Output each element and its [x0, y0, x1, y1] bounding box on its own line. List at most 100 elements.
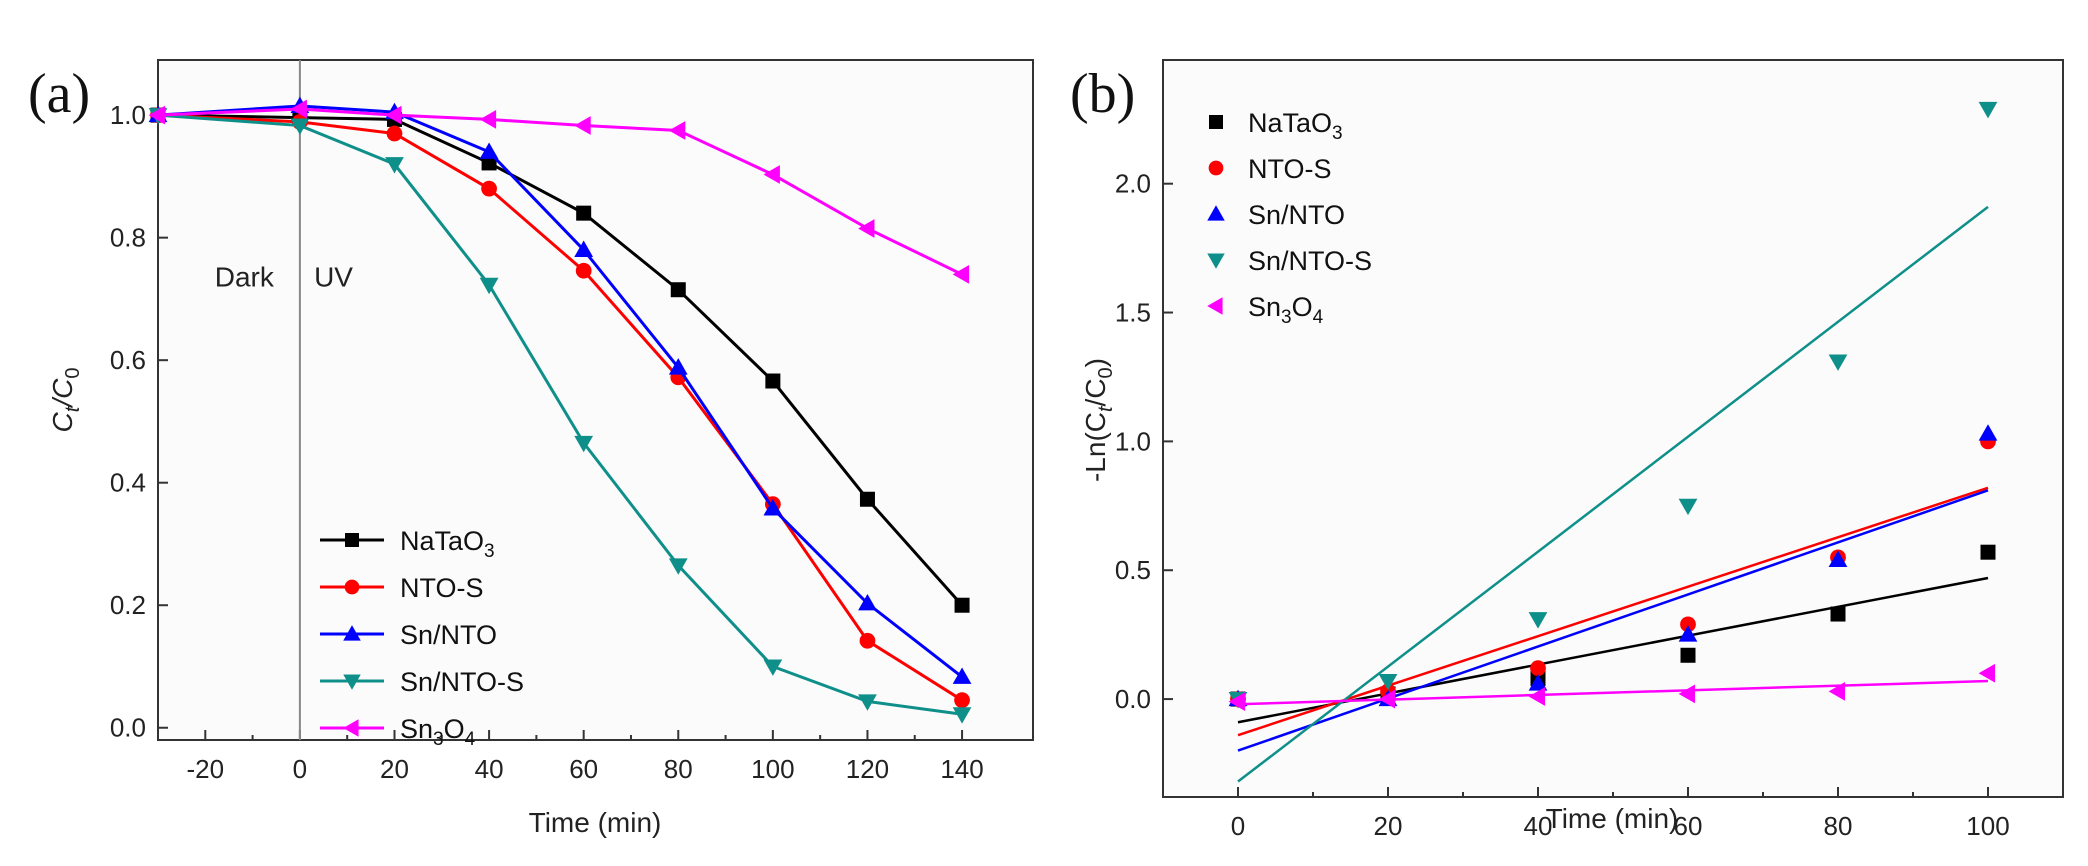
- panel-a-legend-nto-s-marker: [344, 579, 360, 595]
- panel-a-y-tick-label: 0.4: [110, 468, 146, 498]
- panel-b-legend-nto-s-marker: [1208, 160, 1224, 176]
- panel-b-plot-area: [1162, 59, 2064, 798]
- panel-b-series-sn3o4-point: [1978, 663, 1996, 683]
- panel-a-series-sn-nto-s-point: [479, 277, 499, 295]
- panel-b-y-tick-label: 0.0: [1115, 684, 1151, 714]
- panel-a-series-sn3o4-point: [952, 265, 970, 284]
- panel-a-series-sn-nto-s: [148, 108, 972, 724]
- panel-b-y-axis-title: -Ln(Ct/C0): [1080, 358, 1117, 482]
- panel-a-y-tick-label: 0.8: [110, 223, 146, 253]
- panel-a-dark-label: Dark: [215, 262, 275, 293]
- panel-a-series-sn3o4-point: [290, 99, 307, 119]
- panel-b-legend-sn-nto-s-marker: [1207, 253, 1225, 269]
- panel-b-legend-sn-nto: Sn/NTO: [1207, 200, 1345, 230]
- panel-a-series-sn-nto-s-point: [952, 707, 972, 724]
- panel-a-x-tick-label: 60: [569, 754, 598, 784]
- panel-a-series-natao3-point: [954, 597, 970, 613]
- panel-a-series-sn-nto-point: [952, 667, 972, 684]
- panel-b-label: (b): [1070, 63, 1135, 125]
- panel-a-chart: (a) -20 0 20 40 60 80 100 120 140 0.0 0.2 0.4 0.6 0.8…: [28, 59, 1034, 838]
- panel-a-legend-nto-s-text: NTO-S: [400, 573, 484, 603]
- panel-b-x-tick-label: 80: [1824, 811, 1853, 841]
- panel-a-y-tick-label: 0.6: [110, 345, 146, 375]
- panel-b-series-sn3o4: [1228, 663, 1996, 712]
- panel-a-y-tick-label: 0.2: [110, 590, 146, 620]
- panel-b-series-sn-nto-point: [1678, 625, 1698, 642]
- panel-b-series-natao3-fit-line: [1237, 576, 1989, 724]
- panel-a-y-tick-label: 1.0: [110, 100, 146, 130]
- panel-a-series-nto-s-point: [386, 125, 403, 142]
- panel-a-series-sn-nto-point: [479, 142, 499, 159]
- panel-a-series-sn-nto-s-point: [763, 659, 783, 676]
- panel-b-series-sn-nto-s-point: [1678, 498, 1698, 516]
- panel-a-x-tick-label: 100: [751, 754, 794, 784]
- panel-b-legend-sn-nto-s: Sn/NTO-S: [1207, 246, 1372, 276]
- panel-a-x-tick-label: -20: [187, 754, 225, 784]
- panel-b-series-sn-nto-s-point: [1378, 674, 1398, 691]
- panel-b-legend-natao3-marker: [1209, 115, 1223, 129]
- panel-a-series-sn3o4-point: [668, 121, 686, 140]
- panel-b-series-nto-s-point: [1530, 660, 1546, 677]
- panel-b-x-tick-label: 20: [1374, 811, 1403, 841]
- panel-a-series-sn3o4-point: [574, 116, 591, 135]
- panel-b-series-sn3o4-point: [1528, 687, 1546, 706]
- panel-b-x-tick-label: 40: [1524, 811, 1553, 841]
- panel-a-legend-sn-nto-s: Sn/NTO-S: [320, 667, 524, 697]
- panel-a-series-sn3o4-point: [385, 105, 402, 125]
- panel-a-series: [148, 96, 972, 724]
- panel-a-series-sn-nto-s-point: [385, 157, 404, 174]
- panel-b-series-sn3o4-fit-line: [1237, 679, 1989, 706]
- panel-b-series-sn-nto-s-fit-line: [1237, 205, 1989, 783]
- panel-b-series: [1228, 101, 1998, 783]
- panel-b-series-sn-nto-point: [1528, 674, 1548, 691]
- panel-a-legend-natao3-marker: [345, 533, 359, 547]
- panel-a-legend-sn-nto: Sn/NTO: [320, 620, 497, 650]
- panel-a-uv-label: UV: [314, 262, 353, 293]
- panel-b-series-sn-nto-s-point: [1978, 101, 1998, 119]
- panel-a-series-sn3o4-point: [763, 165, 780, 184]
- panel-a-series-sn-nto-s-point: [668, 558, 688, 575]
- panel-a-y-tick-label: 0.0: [110, 713, 146, 743]
- panel-a-series-natao3-point: [859, 491, 875, 507]
- panel-b-series-sn-nto-s-point: [1528, 612, 1548, 629]
- panel-b-x-tick-label: 0: [1231, 811, 1245, 841]
- panel-b-series-sn3o4-point: [1228, 692, 1246, 712]
- panel-a-y-axis-title: Ct/C0: [47, 368, 84, 433]
- panel-b-series-sn3o4-point: [1828, 681, 1846, 701]
- panel-a-legend-sn3o4-marker: [343, 719, 359, 737]
- panel-a-series-nto-s-point: [859, 632, 876, 649]
- panel-a-legend-sn-nto-text: Sn/NTO: [400, 620, 497, 650]
- panel-a-series-sn3o4-point: [479, 110, 497, 129]
- panel-a-series-nto-s-point: [954, 692, 970, 709]
- panel-a-series-sn-nto-point: [668, 358, 688, 375]
- panel-b-series-natao3-point: [1680, 647, 1696, 663]
- panel-b-chart: (b) 0 20 40 60 80 100 0.0 0.5 1.0 1.5 2.0 Time (mi…: [1070, 59, 2064, 841]
- panel-b-legend-sn-nto-text: Sn/NTO: [1248, 200, 1345, 230]
- panel-b-series-sn3o4-point: [1678, 684, 1696, 704]
- panel-b-series-sn-nto-point: [1978, 424, 1998, 441]
- panel-a-legend-nto-s: NTO-S: [320, 573, 484, 603]
- panel-a-series-natao3-point: [481, 155, 497, 171]
- panel-b-legend-nto-s: NTO-S: [1208, 154, 1332, 184]
- panel-a-series-sn3o4-point: [858, 219, 875, 238]
- panel-a-label: (a): [28, 63, 90, 125]
- panel-a-x-tick-label: 40: [475, 754, 504, 784]
- panel-a-series-natao3-point: [670, 282, 686, 298]
- panel-b-legend-nto-s-text: NTO-S: [1248, 154, 1332, 184]
- panel-b-series-nto-s-point: [1680, 616, 1696, 633]
- panel-a-x-tick-label: 20: [380, 754, 409, 784]
- panel-a-x-tick-label: 0: [293, 754, 307, 784]
- panel-a-axis-ticks: -20 0 20 40 60 80 100 120 140 0.0 0.2 0.4 0.6 0.8 1.0: [110, 100, 984, 784]
- panel-a-x-tick-label: 120: [846, 754, 889, 784]
- panel-a-x-axis-title: Time (min): [529, 807, 662, 838]
- panel-a-series-sn3o4-point: [148, 105, 166, 125]
- panel-b-series-sn-nto-fit-line: [1237, 489, 1989, 752]
- panel-b-series-natao3-point: [1830, 606, 1846, 622]
- panel-b-y-tick-label: 0.5: [1115, 555, 1151, 585]
- panel-a-series-natao3-point: [576, 205, 592, 221]
- panel-a-series-sn-nto-point: [858, 594, 877, 611]
- panel-a-series-nto-s-point: [575, 262, 592, 279]
- panel-b-axis-ticks: 0 20 40 60 80 100 0.0 0.5 1.0 1.5 2.0: [1115, 169, 2010, 841]
- panel-a-series-natao3-point: [765, 373, 781, 389]
